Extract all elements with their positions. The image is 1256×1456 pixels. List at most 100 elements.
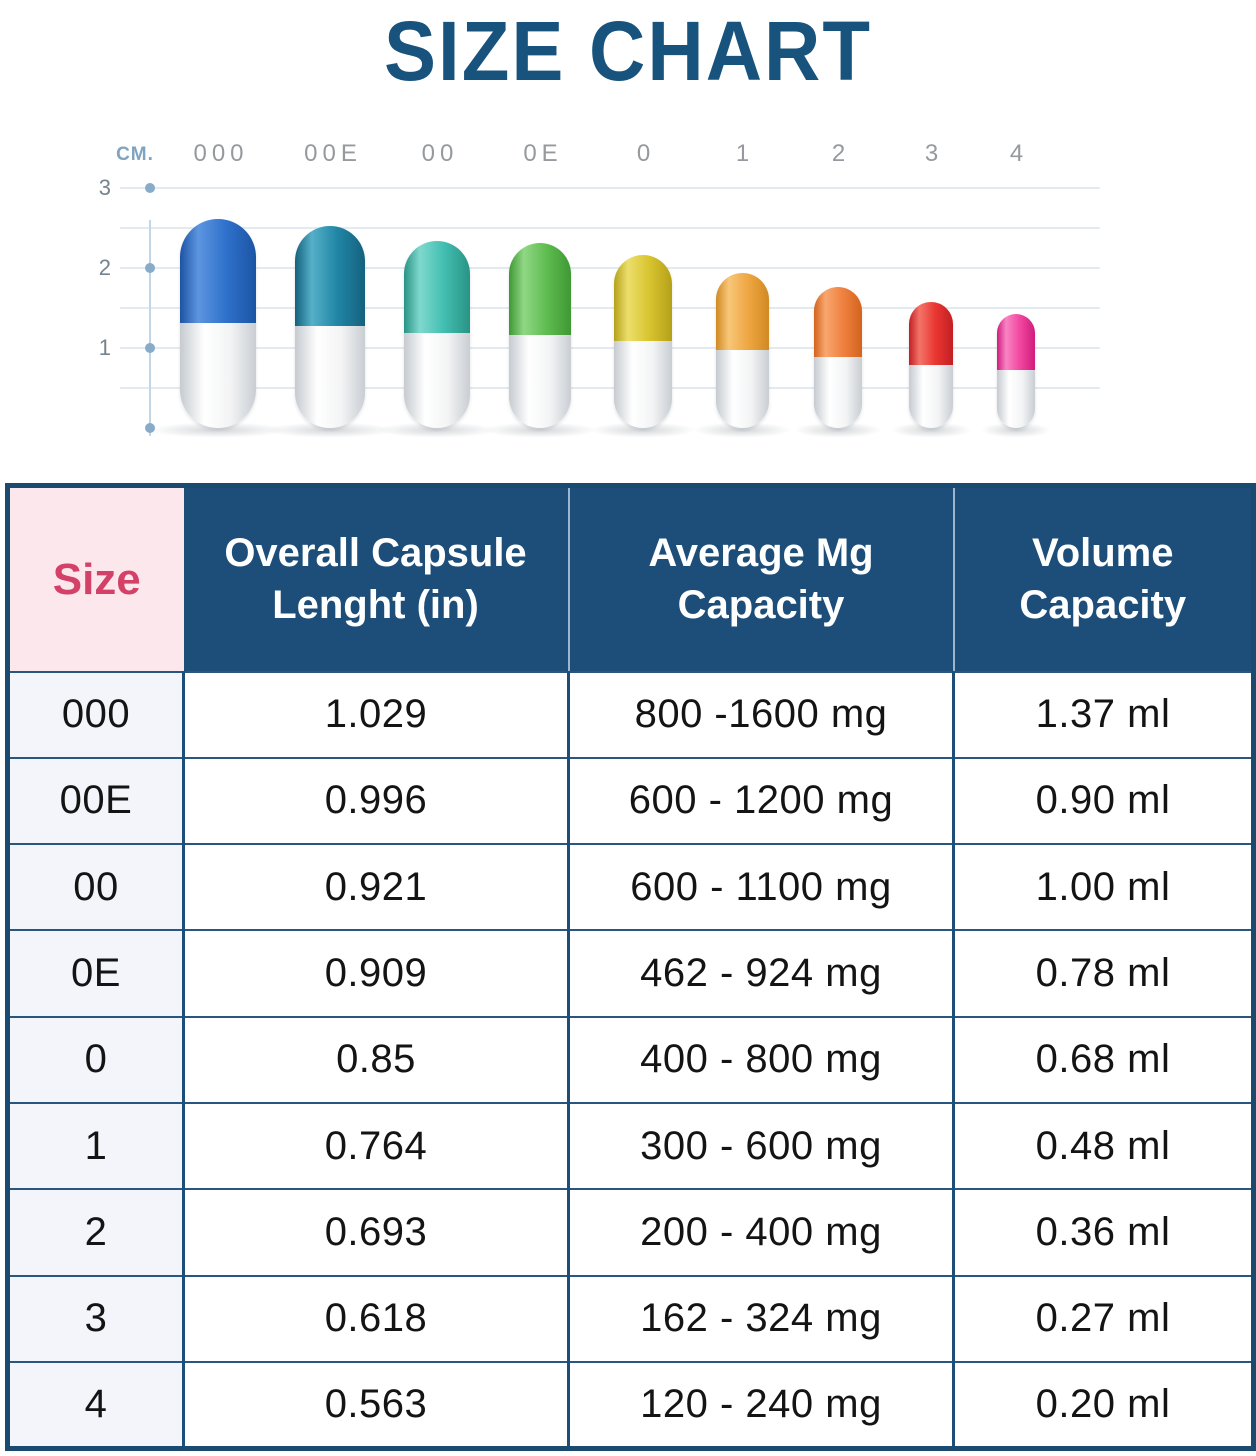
table-row: 4 0.563 120 - 240 mg 0.20 ml: [7, 1361, 1254, 1449]
cell-size: 2: [7, 1188, 185, 1276]
capsule-shadow: [587, 422, 699, 438]
axis-dot-3cm: [145, 183, 155, 193]
axis-dot-1cm: [145, 343, 155, 353]
capsule-body-00E: [295, 325, 365, 428]
capsule-category-label-0E: 0E: [523, 140, 563, 167]
page-title: SIZE CHART: [384, 3, 872, 99]
capsule-shadow: [145, 422, 291, 438]
cell-volume-capacity: 0.20 ml: [953, 1361, 1254, 1449]
cell-mg-capacity: 200 - 400 mg: [568, 1188, 955, 1276]
capsule-body-4: [997, 370, 1035, 428]
gridline-2cm: [120, 267, 1100, 269]
cell-size: 0: [7, 1015, 185, 1104]
cell-length-in: 0.693: [183, 1188, 570, 1276]
capsule-cap-000: [180, 219, 256, 323]
capsule-body-1: [715, 349, 769, 428]
capsule-cap-0: [614, 255, 672, 341]
axis-vertical-line: [149, 220, 151, 436]
capsule-body-00: [404, 333, 470, 428]
axis-dot-0cm: [145, 423, 155, 433]
cell-volume-capacity: 0.78 ml: [953, 929, 1254, 1017]
gridline-1.5cm: [120, 307, 1100, 309]
capsule-cap-00: [404, 240, 470, 334]
table-row: 00 0.921 600 - 1100 mg 1.00 ml: [7, 843, 1254, 931]
column-header-size: Size: [7, 485, 184, 672]
cell-volume-capacity: 1.37 ml: [953, 670, 1254, 758]
cell-length-in: 0.85: [183, 1015, 570, 1104]
capsule-illustration-0E: [509, 243, 571, 428]
capsule-illustration-3: [909, 302, 953, 428]
capsule-shadow: [374, 422, 500, 438]
table-header-row: Size Overall Capsule Lenght (in) Average M…: [7, 485, 1254, 672]
cell-size: 0E: [7, 929, 185, 1017]
capsule-category-label-0: 0: [636, 140, 656, 167]
capsule-illustration-4: [997, 313, 1035, 428]
cell-length-in: 0.764: [183, 1102, 570, 1190]
table-row: 2 0.693 200 - 400 mg 0.36 ml: [7, 1188, 1254, 1276]
capsule-cap-1: [715, 272, 769, 350]
table-row: 00E 0.996 600 - 1200 mg 0.90 ml: [7, 756, 1254, 845]
cell-mg-capacity: 400 - 800 mg: [568, 1015, 955, 1104]
column-header: Overall Capsule Lenght (in): [183, 485, 570, 672]
capsule-shadow: [792, 422, 884, 438]
capsule-cap-3: [909, 302, 953, 365]
table-row: 000 1.029 800 -1600 mg 1.37 ml: [7, 670, 1254, 758]
capsule-shadow: [889, 422, 973, 438]
capsule-illustration-00E: [295, 225, 365, 428]
capsule-shadow: [691, 422, 793, 438]
capsule-category-label-4: 4: [1009, 140, 1029, 167]
axis-tick-label-1: 1: [98, 335, 112, 360]
capsule-shadow: [979, 422, 1053, 438]
table-body: 000 1.029 800 -1600 mg 1.37 ml 00E 0.996 600 -…: [7, 670, 1254, 1449]
capsule-shadow: [263, 422, 397, 438]
capsule-category-label-1: 1: [735, 140, 755, 167]
gridline-3cm: [120, 187, 1100, 189]
capsule-cap-4: [997, 313, 1035, 371]
capsule-body-0E: [509, 334, 571, 428]
cell-mg-capacity: 120 - 240 mg: [568, 1361, 955, 1449]
capsule-size-chart: CM. 3 2 1 000 00E 00 0E 0 1 2 3 4: [0, 128, 1256, 468]
cell-volume-capacity: 0.68 ml: [953, 1015, 1254, 1104]
cell-length-in: 0.996: [183, 756, 570, 845]
gridline-1cm: [120, 347, 1100, 349]
cell-size: 4: [7, 1361, 185, 1449]
cell-size: 00E: [7, 756, 185, 845]
cell-mg-capacity: 600 - 1100 mg: [568, 843, 955, 931]
table-row: 0 0.85 400 - 800 mg 0.68 ml: [7, 1015, 1254, 1104]
capsule-illustration-2: [814, 287, 862, 428]
capsule-illustration-000: [180, 219, 256, 428]
axis-dot-2cm: [145, 263, 155, 273]
capsule-illustration-1: [715, 272, 769, 428]
capsule-cap-00E: [295, 225, 365, 326]
cell-length-in: 0.921: [183, 843, 570, 931]
cell-length-in: 0.563: [183, 1361, 570, 1449]
cell-mg-capacity: 800 -1600 mg: [568, 670, 955, 758]
cell-size: 000: [7, 670, 185, 758]
table-row: 0E 0.909 462 - 924 mg 0.78 ml: [7, 929, 1254, 1017]
cell-mg-capacity: 600 - 1200 mg: [568, 756, 955, 845]
cell-length-in: 0.909: [183, 929, 570, 1017]
cell-size: 1: [7, 1102, 185, 1190]
cell-size: 3: [7, 1274, 185, 1363]
cell-volume-capacity: 0.90 ml: [953, 756, 1254, 845]
capsule-cap-0E: [509, 243, 571, 335]
cell-volume-capacity: 1.00 ml: [953, 843, 1254, 931]
axis-unit-label: CM.: [116, 144, 154, 165]
column-header: Average Mg Capacity: [568, 485, 955, 672]
cell-volume-capacity: 0.36 ml: [953, 1188, 1254, 1276]
cell-volume-capacity: 0.27 ml: [953, 1274, 1254, 1363]
capsule-body-000: [180, 322, 256, 428]
capsule-shadow: [481, 422, 599, 438]
capsule-category-label-00E: 00E: [304, 140, 362, 167]
column-header: Volume Capacity: [953, 485, 1254, 672]
capsule-size-table: Size Overall Capsule Lenght (in) Average M…: [5, 483, 1256, 1451]
capsule-body-0: [614, 340, 672, 428]
capsule-category-label-2: 2: [831, 140, 851, 167]
table-row: 1 0.764 300 - 600 mg 0.48 ml: [7, 1102, 1254, 1190]
gridline-2.5cm: [120, 227, 1100, 229]
capsule-category-label-3: 3: [924, 140, 944, 167]
capsule-cap-2: [814, 287, 862, 357]
capsule-body-3: [909, 364, 953, 428]
cell-volume-capacity: 0.48 ml: [953, 1102, 1254, 1190]
